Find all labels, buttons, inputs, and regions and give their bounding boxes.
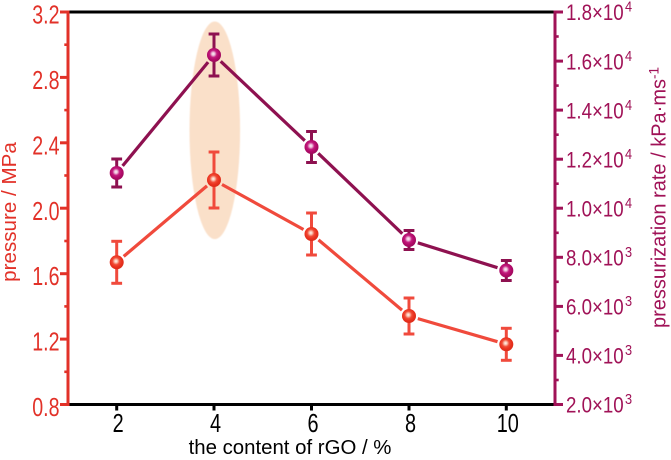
- svg-text:10: 10: [497, 409, 519, 438]
- svg-text:3.2: 3.2: [32, 0, 59, 29]
- svg-text:6.0×103: 6.0×103: [566, 292, 632, 320]
- svg-text:1.6: 1.6: [32, 262, 59, 291]
- svg-text:2: 2: [113, 409, 124, 438]
- svg-text:0.8: 0.8: [32, 392, 59, 421]
- svg-text:pressure / MPa: pressure / MPa: [0, 142, 21, 282]
- svg-text:1.4×104: 1.4×104: [566, 96, 632, 124]
- svg-text:2.0: 2.0: [32, 196, 59, 225]
- svg-text:2.4: 2.4: [32, 131, 59, 160]
- svg-text:1.8×104: 1.8×104: [566, 0, 632, 26]
- svg-text:8.0×103: 8.0×103: [566, 243, 632, 271]
- svg-text:2.8: 2.8: [32, 65, 59, 94]
- svg-text:the content of rGO / %: the content of rGO / %: [189, 437, 392, 459]
- svg-text:1.6×104: 1.6×104: [566, 47, 632, 75]
- svg-text:1.2×104: 1.2×104: [566, 145, 632, 173]
- svg-text:1.0×104: 1.0×104: [566, 194, 632, 222]
- svg-text:8: 8: [405, 409, 416, 438]
- svg-text:4.0×103: 4.0×103: [566, 341, 632, 369]
- svg-text:6: 6: [307, 409, 318, 438]
- svg-text:4: 4: [210, 409, 221, 438]
- svg-text:2.0×103: 2.0×103: [566, 390, 632, 418]
- svg-text:pressurization rate / kPa·ms-1: pressurization rate / kPa·ms-1: [647, 67, 671, 328]
- svg-text:1.2: 1.2: [32, 327, 59, 356]
